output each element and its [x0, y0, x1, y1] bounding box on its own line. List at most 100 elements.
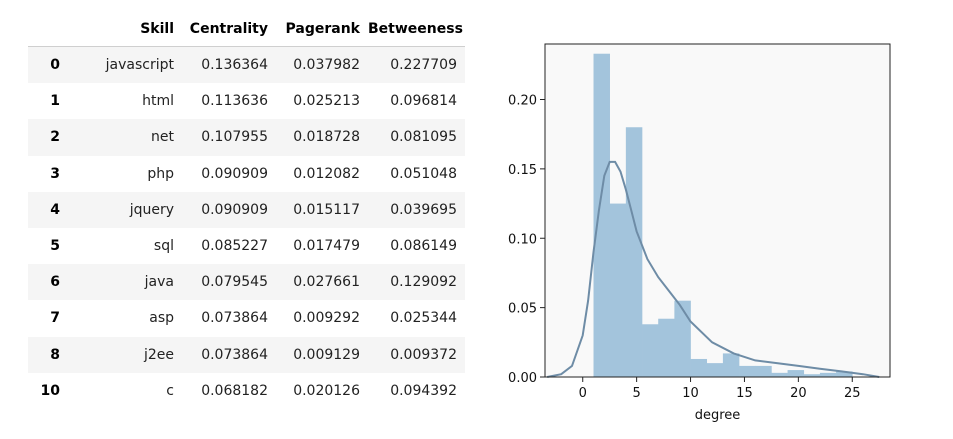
betweeness-header: Betweeness: [368, 21, 463, 37]
histogram-bars: [593, 53, 853, 378]
betweeness-cell: 0.086149: [390, 238, 457, 255]
histogram-bar: [739, 365, 756, 377]
y-tick-label: 0.00: [508, 371, 537, 386]
skill-cell: j2ee: [143, 346, 174, 363]
table-row: 10 c 0.068182 0.020126 0.094392: [28, 372, 465, 409]
skills-table-container: Skill Centrality Pagerank Betweeness 0 ja…: [28, 12, 465, 409]
table-header-row: Skill Centrality Pagerank Betweeness: [28, 12, 465, 47]
skill-cell: java: [144, 274, 174, 291]
skill-cell: sql: [153, 238, 174, 255]
pagerank-cell: 0.009292: [293, 310, 360, 327]
table-row: 1 html 0.113636 0.025213 0.096814: [28, 83, 465, 120]
betweeness-cell: 0.025344: [390, 310, 457, 327]
x-tick-label: 25: [844, 386, 861, 401]
kde-curve: [547, 160, 880, 378]
skill-cell: net: [151, 129, 174, 146]
row-index-cell: 7: [50, 310, 60, 327]
skill-header: Skill: [140, 21, 174, 37]
y-tick-label: 0.05: [508, 302, 537, 317]
histogram-bar: [787, 370, 805, 377]
histogram-bar: [625, 127, 643, 377]
degree-histogram-chart: 0 5 10 15 20 25 0.00 0.05 0.10 0.15 0.20 degree: [508, 43, 891, 423]
centrality-cell: 0.136364: [201, 57, 268, 74]
skills-table: Skill Centrality Pagerank Betweeness 0 ja…: [28, 12, 465, 409]
histogram-bar: [803, 374, 821, 377]
table-row: 5 sql 0.085227 0.017479 0.086149: [28, 227, 465, 265]
skill-cell: php: [147, 165, 174, 182]
x-tick-label: 5: [633, 386, 641, 401]
skill-cell: jquery: [129, 201, 174, 218]
pagerank-header: Pagerank: [285, 21, 360, 37]
histogram-bar: [706, 363, 724, 377]
pagerank-cell: 0.025213: [293, 93, 360, 110]
x-tick-label: 15: [736, 386, 753, 401]
centrality-cell: 0.073864: [201, 346, 268, 363]
row-index-cell: 8: [50, 346, 60, 363]
centrality-cell: 0.113636: [201, 93, 268, 110]
pagerank-cell: 0.020126: [293, 382, 360, 399]
pagerank-cell: 0.027661: [293, 274, 360, 291]
row-index-cell: 10: [40, 382, 60, 399]
x-tick-label: 20: [790, 386, 807, 401]
centrality-cell: 0.107955: [201, 129, 268, 146]
row-index-cell: 1: [50, 93, 60, 110]
centrality-cell: 0.090909: [201, 201, 268, 218]
betweeness-cell: 0.094392: [390, 382, 457, 399]
centrality-cell: 0.090909: [201, 165, 268, 182]
table-row: 0 javascript 0.136364 0.037982 0.227709: [28, 46, 465, 84]
table-row: 6 java 0.079545 0.027661 0.129092: [28, 264, 465, 301]
table-body: 0 javascript 0.136364 0.037982 0.227709 1 html…: [28, 46, 465, 409]
betweeness-cell: 0.129092: [390, 274, 457, 291]
centrality-cell: 0.079545: [201, 274, 268, 291]
betweeness-cell: 0.227709: [390, 57, 457, 74]
row-index-cell: 6: [50, 274, 60, 291]
row-index-cell: 4: [50, 201, 60, 218]
histogram-bar: [755, 365, 772, 377]
histogram-bar: [836, 371, 853, 377]
pagerank-cell: 0.017479: [293, 238, 360, 255]
skill-cell: c: [166, 382, 174, 399]
index-header: [28, 12, 68, 47]
histogram-bar: [674, 300, 691, 377]
skill-cell: javascript: [105, 57, 174, 74]
centrality-cell: 0.073864: [201, 310, 268, 327]
centrality-cell: 0.068182: [201, 382, 268, 399]
table-row: 8 j2ee 0.073864 0.009129 0.009372: [28, 336, 465, 373]
pagerank-cell: 0.018728: [293, 129, 360, 146]
row-index-cell: 0: [50, 57, 60, 74]
pagerank-cell: 0.009129: [293, 346, 360, 363]
table-row: 7 asp 0.073864 0.009292 0.025344: [28, 300, 465, 337]
betweeness-cell: 0.051048: [390, 165, 457, 182]
table-row: 2 net 0.107955 0.018728 0.081095: [28, 119, 465, 156]
centrality-header: Centrality: [189, 21, 268, 37]
betweeness-cell: 0.081095: [390, 129, 457, 146]
histogram-bar: [722, 353, 740, 377]
centrality-cell: 0.085227: [201, 238, 268, 255]
x-tick-label: 0: [579, 386, 587, 401]
x-axis-label: degree: [695, 408, 741, 423]
y-tick-label: 0.15: [508, 163, 537, 178]
y-tick-label: 0.20: [508, 94, 537, 109]
skill-cell: asp: [149, 310, 174, 327]
histogram-bar: [593, 53, 610, 378]
row-index-cell: 3: [50, 165, 60, 182]
row-index-cell: 2: [50, 129, 60, 146]
y-tick-label: 0.10: [508, 232, 537, 247]
y-axis-ticks: 0.00 0.05 0.10 0.15 0.20: [508, 94, 545, 386]
histogram-bar: [609, 203, 627, 377]
histogram-bar: [690, 358, 708, 377]
pagerank-cell: 0.015117: [293, 201, 360, 218]
histogram-bar: [642, 324, 659, 377]
table-row: 3 php 0.090909 0.012082 0.051048: [28, 155, 465, 192]
histogram-bar: [819, 372, 837, 377]
row-index-cell: 5: [50, 238, 60, 255]
pagerank-cell: 0.012082: [293, 165, 360, 182]
x-tick-label: 10: [682, 386, 699, 401]
x-axis-ticks: 0 5 10 15 20 25: [579, 377, 861, 401]
pagerank-cell: 0.037982: [293, 57, 360, 74]
table-row: 4 jquery 0.090909 0.015117 0.039695: [28, 191, 465, 228]
betweeness-cell: 0.096814: [390, 93, 457, 110]
histogram-bar: [771, 372, 788, 377]
betweeness-cell: 0.039695: [390, 201, 457, 218]
betweeness-cell: 0.009372: [390, 346, 457, 363]
